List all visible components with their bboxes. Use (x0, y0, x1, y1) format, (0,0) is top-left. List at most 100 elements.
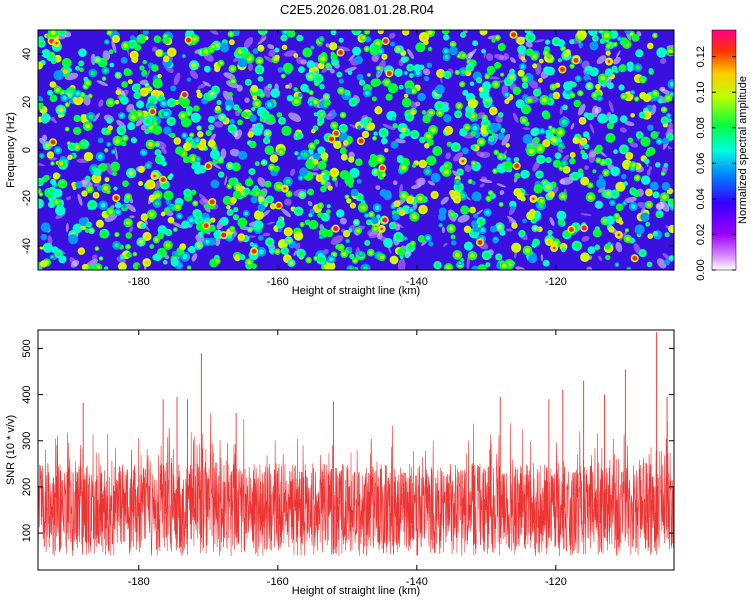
heatmap-cell (472, 125, 478, 131)
heatmap-cell (39, 41, 44, 46)
heatmap-cell (513, 157, 520, 163)
heatmap-cell (286, 238, 291, 243)
heatmap-cell (212, 94, 217, 99)
heatmap-cell (384, 39, 387, 43)
heatmap-cell (78, 217, 88, 227)
heatmap-cell (126, 252, 132, 258)
heatmap-cell (138, 166, 145, 173)
heatmap-cell (318, 62, 325, 70)
heatmap-cell (631, 33, 640, 42)
heatmap-cell (461, 33, 465, 37)
heatmap-cell (151, 110, 154, 113)
heatmap-cell (499, 113, 503, 117)
heatmap-cell (400, 56, 408, 64)
heatmap-cell (52, 119, 57, 124)
heatmap-cell (470, 208, 475, 212)
snr-x-tick-label: -140 (406, 576, 428, 588)
heatmap-cell (668, 189, 672, 193)
heatmap-cell (581, 152, 589, 160)
heatmap-cell (276, 112, 283, 118)
heatmap-cell (66, 196, 72, 201)
heatmap-cell (50, 255, 54, 259)
heatmap-cell (205, 239, 210, 244)
heatmap-cell (462, 89, 469, 96)
heatmap-cell (96, 80, 108, 87)
heatmap-cell (458, 170, 462, 174)
heatmap-cell (222, 233, 225, 237)
heatmap-cell (598, 96, 602, 100)
heatmap-cell (359, 139, 363, 143)
heatmap-cell (640, 113, 645, 117)
snr-x-tick-label: -160 (267, 576, 289, 588)
heatmap-cell (327, 66, 331, 70)
heatmap-cell (231, 79, 235, 84)
heatmap-cell (152, 124, 163, 135)
heatmap-cell (155, 142, 159, 146)
heatmap-cell (470, 265, 480, 270)
heatmap-cell (216, 106, 220, 110)
heatmap-cell (455, 180, 460, 184)
heatmap-cell (255, 191, 259, 195)
heatmap-cell (556, 83, 559, 87)
heatmap-cell (260, 34, 267, 42)
heatmap-cell (430, 172, 441, 183)
heatmap-cell (247, 235, 256, 238)
heatmap-y-tick-label: -40 (21, 238, 33, 254)
heatmap-cell (400, 255, 403, 258)
heatmap-cell (625, 229, 628, 232)
heatmap-cell (192, 36, 198, 41)
heatmap-cell (222, 195, 232, 206)
heatmap-cell (55, 148, 60, 153)
heatmap-cell (518, 38, 523, 43)
heatmap-x-label: Height of straight line (km) (292, 285, 420, 297)
heatmap-cell (512, 33, 515, 36)
heatmap-cell (282, 74, 285, 78)
heatmap-cell (411, 163, 417, 168)
heatmap-cell (465, 125, 469, 130)
heatmap-cell (417, 92, 426, 102)
heatmap-cell (180, 113, 186, 118)
heatmap-cell (477, 78, 481, 82)
heatmap-cell (376, 214, 381, 219)
heatmap-cell (551, 85, 555, 89)
heatmap-cell (560, 247, 566, 253)
heatmap-cell (494, 61, 502, 69)
heatmap-cell (228, 177, 237, 186)
heatmap-cell (656, 47, 667, 58)
heatmap-cell (153, 92, 159, 97)
heatmap-cell (298, 134, 302, 138)
heatmap-cell (545, 66, 555, 76)
heatmap-cell (245, 178, 254, 187)
heatmap-cell (126, 245, 130, 249)
heatmap-cell (154, 180, 162, 190)
heatmap-cell (512, 86, 522, 95)
heatmap-cell (179, 243, 187, 251)
heatmap-cell (148, 141, 153, 147)
heatmap-cell (596, 55, 607, 64)
heatmap-cell (598, 174, 604, 180)
heatmap-cell (138, 180, 144, 186)
heatmap-cell (527, 98, 532, 103)
heatmap-cell (478, 241, 482, 244)
heatmap-cell (151, 64, 159, 72)
heatmap-cell (656, 258, 667, 269)
heatmap-cell (534, 240, 539, 245)
heatmap-cell (451, 170, 461, 178)
heatmap-cell (504, 93, 509, 97)
heatmap-cell (242, 48, 247, 53)
heatmap-cell (606, 159, 611, 164)
heatmap-cell (630, 112, 635, 118)
heatmap-cell (404, 71, 407, 75)
snr-y-tick-label: 100 (21, 524, 33, 542)
heatmap-cell (128, 170, 134, 176)
heatmap-cell (108, 126, 112, 130)
heatmap-cell (368, 250, 373, 255)
heatmap-cell (392, 117, 396, 120)
heatmap-cell (472, 161, 476, 165)
heatmap-cell (207, 115, 215, 123)
heatmap-cell (267, 44, 275, 50)
heatmap-cell (314, 257, 318, 260)
heatmap-cell (171, 221, 185, 229)
heatmap-cell (501, 129, 505, 132)
heatmap-cell (607, 60, 611, 63)
